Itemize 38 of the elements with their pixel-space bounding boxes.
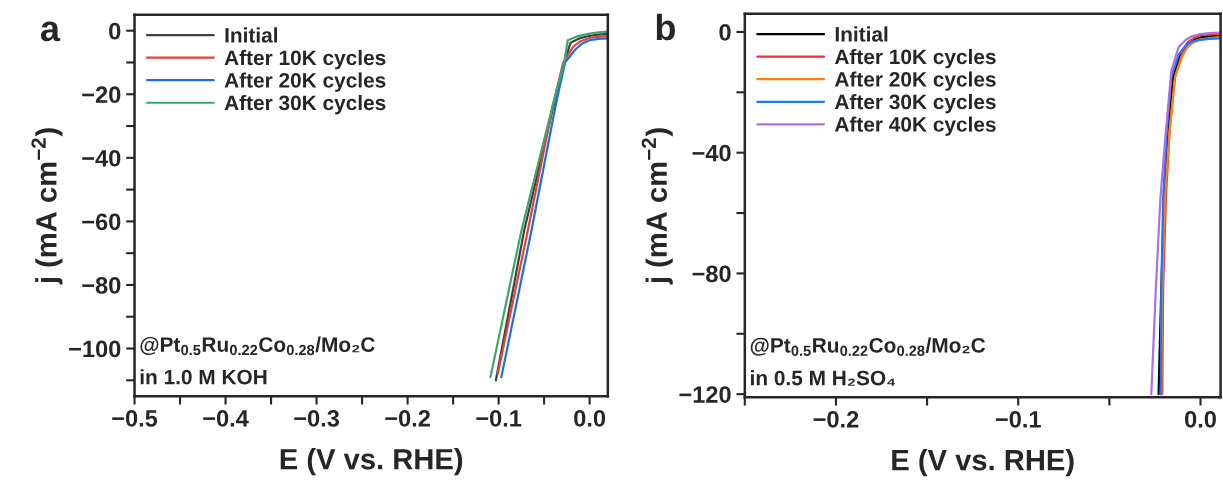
y-axis-title: j (mA cm$^{−2}$): [641, 128, 673, 285]
legend-label: After 20K cycles: [224, 72, 386, 92]
x-tick-label: −0.4: [203, 410, 249, 427]
annotation: @Pt$_{0.5}$Ru$_{0.22}$Co$_{0.28}$/Mo₂C: [140, 336, 375, 356]
legend-label: Initial: [835, 26, 888, 42]
annotation: @Pt$_{0.5}$Ru$_{0.22}$Co$_{0.28}$/Mo₂C: [750, 337, 986, 356]
legend-label: Initial: [225, 27, 278, 43]
legend-label: After 40K cycles: [834, 116, 996, 136]
y-tick-label: −60: [82, 213, 121, 231]
x-tick-label: −0.5: [112, 410, 158, 427]
y-tick-label: −40: [82, 149, 121, 167]
x-axis-title: E (V vs. RHE): [280, 448, 463, 476]
y-tick-label: −80: [82, 277, 121, 294]
annotation: in 1.0 M KOH: [140, 369, 267, 385]
x-tick-label: 0.0: [574, 410, 606, 427]
x-tick-label: −0.3: [294, 410, 340, 427]
x-tick-label: −0.2: [813, 410, 859, 428]
x-tick-label: −0.1: [995, 410, 1041, 428]
legend-label: After 20K cycles: [834, 71, 996, 91]
y-tick-label: −120: [679, 386, 731, 403]
legend-label: After 30K cycles: [224, 94, 386, 115]
y-tick-label: −40: [692, 144, 731, 162]
chart-title: b: [656, 13, 675, 41]
x-tick-label: 0.0: [1185, 410, 1216, 428]
annotation: in 0.5 M H₂SO₄: [751, 370, 896, 386]
y-tick-label: 0: [109, 22, 121, 40]
x-axis-title: E (V vs. RHE): [892, 449, 1074, 477]
legend-label: After 10K cycles: [224, 49, 386, 70]
x-tick-label: −0.1: [476, 410, 522, 427]
y-tick-label: −100: [69, 340, 121, 358]
legend-label: After 10K cycles: [834, 48, 996, 69]
y-tick-label: −20: [82, 86, 121, 104]
chart-title: a: [40, 21, 61, 42]
y-tick-label: 0: [719, 24, 731, 41]
y-axis-title: j (mA cm$^{−2}$): [31, 128, 63, 285]
legend-label: After 30K cycles: [834, 93, 996, 114]
y-tick-label: −80: [692, 265, 731, 283]
x-tick-label: −0.2: [385, 410, 430, 427]
